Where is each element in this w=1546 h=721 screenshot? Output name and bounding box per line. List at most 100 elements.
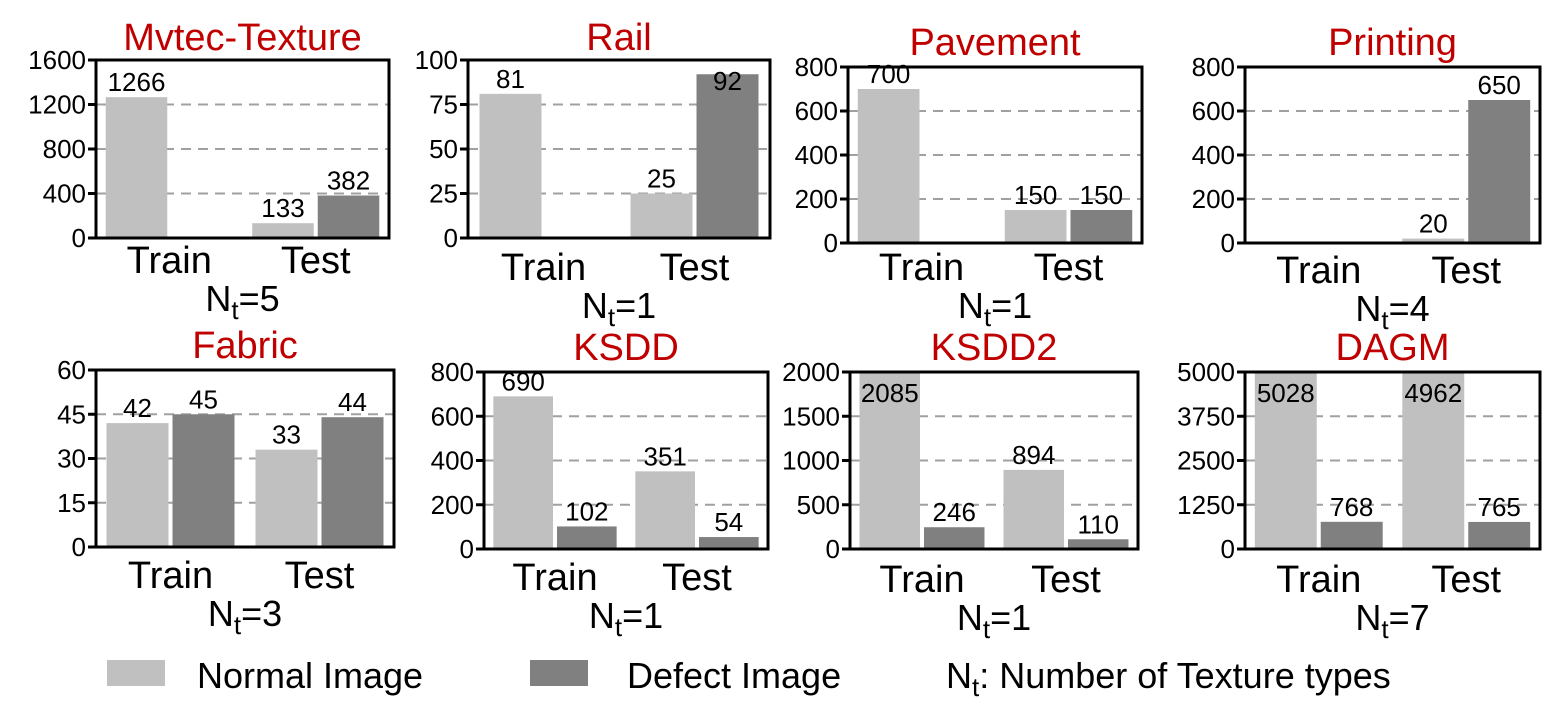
nt-symbol: N bbox=[1355, 597, 1381, 638]
legend-nt-definition: Nt: Number of Texture types bbox=[946, 655, 1391, 702]
data-label: 1266 bbox=[108, 67, 166, 97]
defect-bar-test bbox=[696, 74, 759, 239]
chart-title: Fabric bbox=[192, 325, 298, 367]
nt-symbol: N bbox=[589, 595, 615, 636]
y-tick-label: 600 bbox=[431, 401, 474, 431]
chart-panel-8: 5028 768 Train 4962 765 Test 0 1250 2500 3750 5000… bbox=[1177, 327, 1542, 644]
category-label-train: Train bbox=[501, 247, 586, 289]
chart-title: Mvtec-Texture bbox=[123, 17, 362, 59]
data-label: 102 bbox=[565, 496, 608, 526]
nt-subscript: t bbox=[234, 610, 242, 640]
y-tick-label: 3750 bbox=[1177, 401, 1235, 431]
nt-equals: = bbox=[1389, 288, 1410, 329]
y-tick-label: 400 bbox=[43, 179, 86, 209]
y-tick-label: 0 bbox=[826, 534, 840, 564]
y-tick-label: 600 bbox=[795, 96, 838, 126]
y-tick-label: 5000 bbox=[1177, 357, 1235, 387]
data-label: 5028 bbox=[1257, 378, 1315, 408]
normal-bar-train bbox=[493, 396, 553, 549]
y-tick-label: 500 bbox=[797, 490, 840, 520]
nt-subscript: t bbox=[1381, 305, 1389, 335]
category-label-test: Test bbox=[662, 557, 732, 599]
nt-symbol: N bbox=[957, 597, 983, 638]
nt-subscript: t bbox=[984, 302, 992, 332]
category-label-train: Train bbox=[512, 557, 597, 599]
data-label: 765 bbox=[1478, 492, 1521, 522]
y-tick-label: 1600 bbox=[28, 45, 86, 75]
y-tick-label: 800 bbox=[795, 52, 838, 82]
nt-value: 1 bbox=[643, 595, 663, 636]
normal-bar-test bbox=[255, 449, 318, 547]
category-label-test: Test bbox=[660, 247, 730, 289]
normal-bar-test bbox=[1402, 373, 1465, 549]
category-label-test: Test bbox=[281, 240, 351, 282]
data-label: 382 bbox=[327, 166, 370, 196]
nt-subscript: t bbox=[615, 612, 623, 642]
nt-equals: = bbox=[991, 285, 1012, 326]
category-label-test: Test bbox=[285, 555, 355, 597]
legend-swatch-normal bbox=[107, 660, 165, 686]
chart-panel-4: Train 20 650 Test 0 200 400 600 800 Printing Nt=4 bbox=[1192, 22, 1542, 335]
y-tick-label: 100 bbox=[415, 45, 458, 75]
chart-panel-2: 81 Train 25 92 Test 0 25 50 75 100 Rail Nt=1 bbox=[415, 17, 772, 332]
normal-bar-train bbox=[479, 93, 542, 238]
defect-bar-test bbox=[1468, 100, 1531, 243]
chart-panel-5: 42 45 Train 33 44 Test 0 15 30 45 60 Fabric Nt=3 bbox=[57, 325, 396, 640]
legend-swatch-defect bbox=[530, 660, 588, 686]
y-tick-label: 0 bbox=[444, 223, 458, 253]
chart-title: Pavement bbox=[909, 22, 1081, 64]
y-tick-label: 75 bbox=[429, 90, 458, 120]
legend-label-normal: Normal Image bbox=[197, 655, 423, 696]
y-tick-label: 15 bbox=[57, 488, 86, 518]
y-tick-label: 600 bbox=[1192, 96, 1235, 126]
y-tick-label: 60 bbox=[57, 355, 86, 385]
data-label: 44 bbox=[338, 387, 367, 417]
data-label: 246 bbox=[933, 497, 976, 527]
nt-symbol: N bbox=[208, 593, 234, 634]
defect-bar-train bbox=[557, 526, 617, 549]
chart-title: DAGM bbox=[1336, 327, 1450, 369]
chart-title: KSDD2 bbox=[931, 327, 1058, 369]
category-label-train: Train bbox=[1276, 250, 1361, 292]
y-tick-label: 800 bbox=[1192, 52, 1235, 82]
y-tick-label: 0 bbox=[460, 534, 474, 564]
normal-bar-train bbox=[105, 97, 168, 238]
texture-count-label: Nt=4 bbox=[1355, 288, 1429, 335]
texture-count-label: Nt=1 bbox=[582, 285, 656, 332]
nt-value: 5 bbox=[260, 278, 280, 319]
texture-count-label: Nt=1 bbox=[958, 285, 1032, 332]
legend: Normal Image Defect Image Nt: Number of Te… bbox=[107, 655, 1391, 702]
y-tick-label: 800 bbox=[431, 357, 474, 387]
nt-symbol: N bbox=[958, 285, 984, 326]
defect-bar-train bbox=[172, 414, 235, 547]
chart-panel-7: 2085 246 Train 894 110 Test 0 500 1000 1500 2000 KS… bbox=[782, 327, 1140, 644]
normal-bar-train bbox=[859, 372, 920, 549]
y-tick-label: 1500 bbox=[782, 401, 840, 431]
data-label: 92 bbox=[713, 66, 742, 96]
data-label: 25 bbox=[647, 164, 676, 194]
y-tick-label: 2000 bbox=[782, 357, 840, 387]
data-label: 42 bbox=[123, 393, 152, 423]
category-label-test: Test bbox=[1431, 559, 1501, 601]
y-tick-label: 25 bbox=[429, 179, 458, 209]
data-label: 133 bbox=[261, 193, 304, 223]
defect-bar-test bbox=[317, 195, 380, 238]
normal-bar-test bbox=[1003, 469, 1064, 549]
defect-bar-test bbox=[699, 537, 759, 549]
nt-subscript: t bbox=[1381, 614, 1389, 644]
chart-panel-1: 1266 Train 133 382 Test 0 400 800 1200 1600 Mvtec-… bbox=[28, 17, 391, 325]
y-tick-label: 200 bbox=[795, 184, 838, 214]
y-tick-label: 800 bbox=[43, 134, 86, 164]
category-label-train: Train bbox=[128, 555, 213, 597]
legend-label-defect: Defect Image bbox=[627, 655, 841, 696]
data-label: 768 bbox=[1330, 492, 1373, 522]
category-label-test: Test bbox=[1431, 250, 1501, 292]
nt-value: 1 bbox=[636, 285, 656, 326]
nt-value: 3 bbox=[262, 593, 282, 634]
category-label-train: Train bbox=[879, 559, 964, 601]
chart-panel-6: 690102Train35154Test0200400600800KSDDNt=… bbox=[431, 327, 770, 642]
data-label: 81 bbox=[496, 64, 525, 94]
nt-symbol: N bbox=[582, 285, 608, 326]
normal-bar-train bbox=[1254, 372, 1317, 549]
